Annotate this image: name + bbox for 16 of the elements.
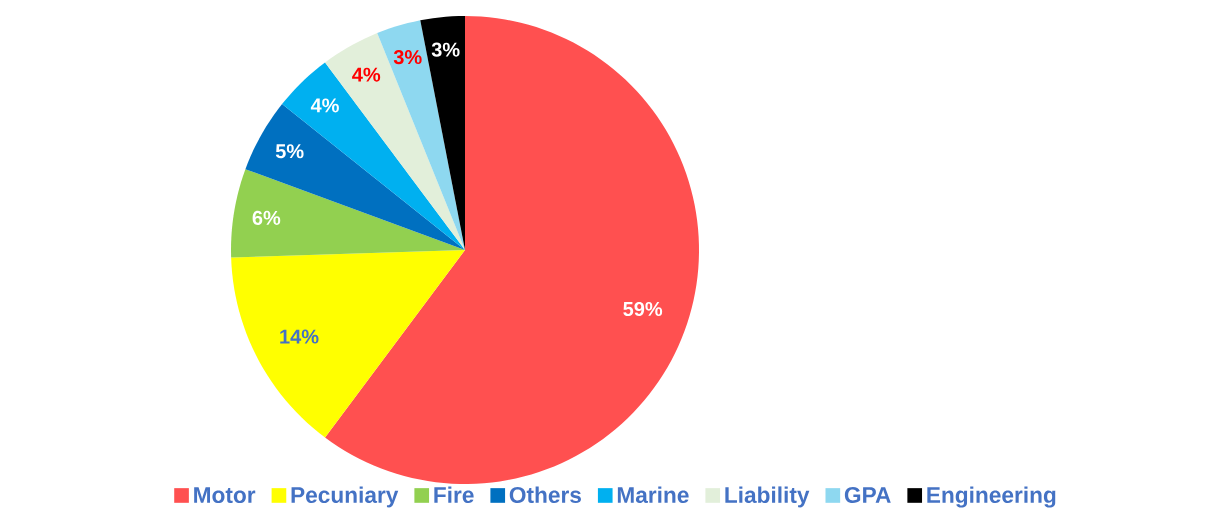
- data-label: 5%: [275, 144, 304, 159]
- legend-label: Engineering: [927, 486, 1056, 508]
- data-label: 3%: [431, 42, 460, 57]
- legend-label: Others: [509, 486, 581, 504]
- legend-label: Motor: [194, 487, 256, 504]
- data-label: 3%: [393, 49, 422, 65]
- legend-label: Marine: [617, 486, 689, 504]
- data-label: 6%: [252, 210, 281, 225]
- legend-label: Liability: [725, 486, 810, 508]
- data-label: 4%: [352, 67, 381, 82]
- legend-label: Fire: [434, 486, 474, 504]
- data-label: 14%: [280, 329, 319, 344]
- data-label: 4%: [310, 98, 339, 113]
- data-label: 59%: [623, 301, 663, 317]
- legend-label: Pecuniary: [291, 486, 399, 508]
- legend-label: GPA: [844, 486, 891, 504]
